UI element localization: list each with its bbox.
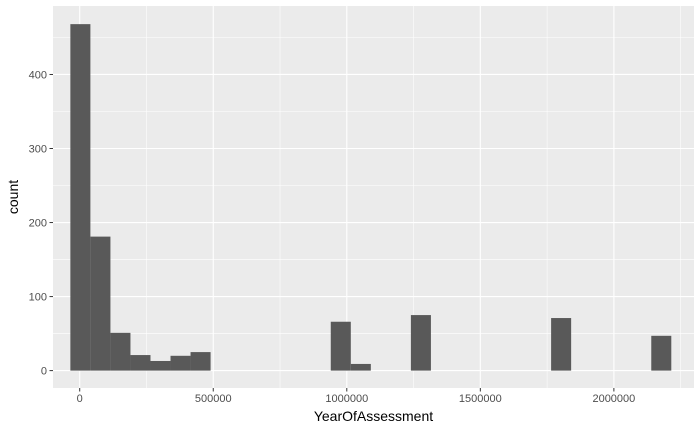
histogram-bars [70,24,672,371]
histogram-bar [150,360,171,371]
y-tick-label: 200 [29,218,47,230]
panel-background [53,6,694,388]
histogram-bar [130,355,151,371]
histogram-bar [551,318,572,371]
histogram-bar [330,321,351,371]
x-tick-label: 0 [77,393,83,405]
x-tick-label: 1000000 [325,393,368,405]
x-tick-label: 500000 [195,393,232,405]
minor-gridlines [53,6,694,388]
histogram-bar [190,352,211,371]
histogram-bar [651,335,672,371]
histogram-bar [70,24,91,371]
y-axis-title: count [5,180,21,214]
histogram-bar [410,315,431,371]
x-tick-label: 1500000 [459,393,502,405]
y-tick-label: 400 [29,69,47,81]
y-tick-label: 100 [29,292,47,304]
x-axis: 0 500000 1000000 1500000 2000000 [77,388,635,405]
y-tick-label: 300 [29,144,47,156]
x-tick-label: 2000000 [592,393,635,405]
histogram-bar [170,355,191,371]
histogram-bar [110,332,131,371]
y-axis: 0 100 200 300 400 [29,69,53,378]
y-tick-label: 0 [41,366,47,378]
histogram-bar [90,236,111,371]
x-axis-title: YearOfAssessment [314,408,433,424]
histogram-bar [350,363,371,371]
